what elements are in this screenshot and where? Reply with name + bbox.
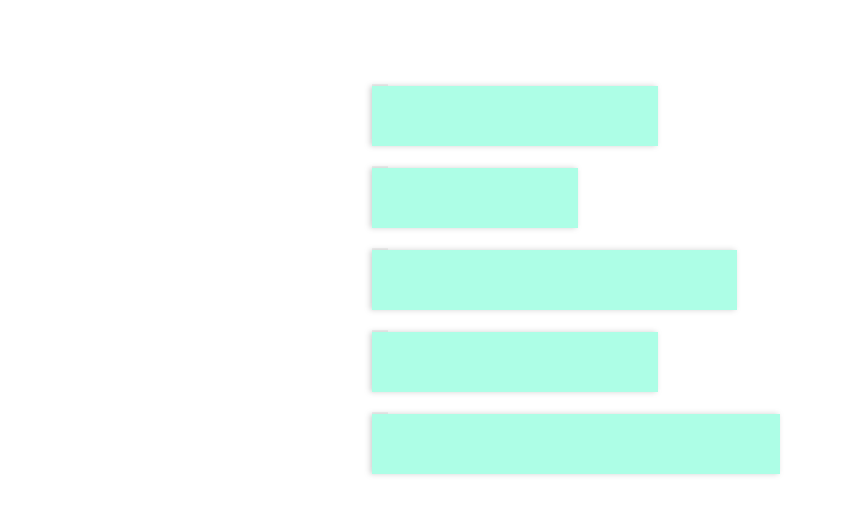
bar <box>372 168 578 228</box>
bar <box>372 250 737 310</box>
bar <box>372 86 658 146</box>
bar <box>372 414 780 474</box>
plot-area <box>372 84 780 474</box>
bar <box>372 332 658 392</box>
